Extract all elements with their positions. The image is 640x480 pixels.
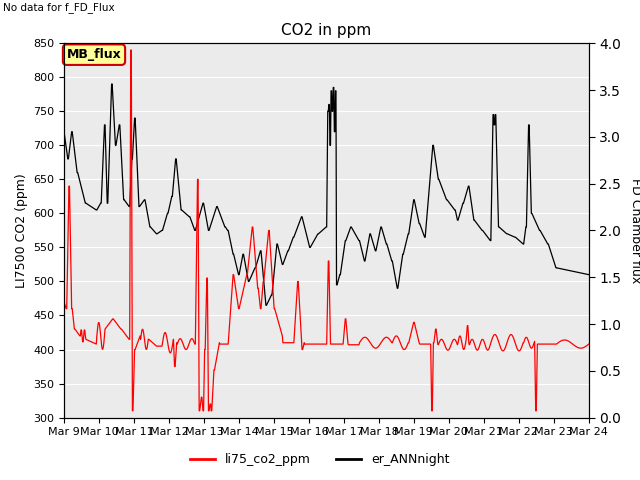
Text: No data for f_FD_Flux: No data for f_FD_Flux [3,2,115,13]
Y-axis label: LI7500 CO2 (ppm): LI7500 CO2 (ppm) [15,173,28,288]
Legend: li75_co2_ppm, er_ANNnight: li75_co2_ppm, er_ANNnight [186,448,454,471]
Y-axis label: FD Chamber flux: FD Chamber flux [629,178,640,283]
Text: MB_flux: MB_flux [67,48,122,61]
Title: CO2 in ppm: CO2 in ppm [281,23,372,38]
